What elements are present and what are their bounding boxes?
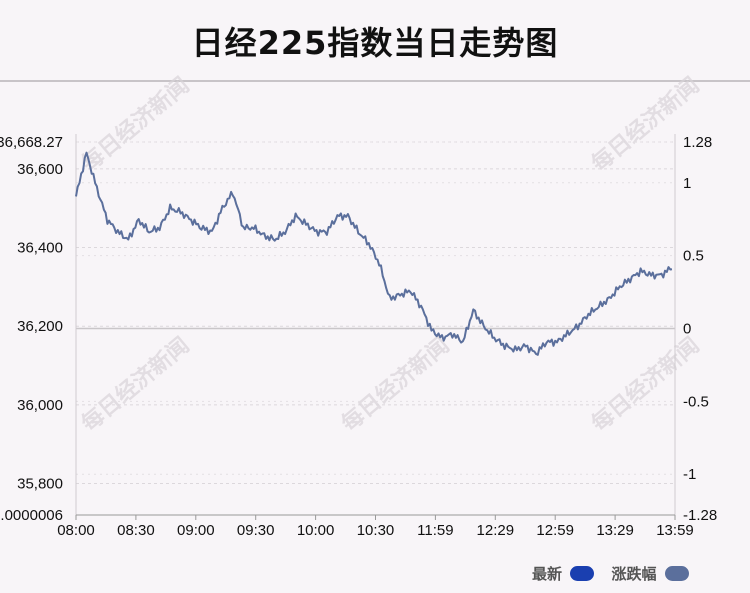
y-left-tick-1: 36,600: [17, 161, 63, 178]
y-left-tick-5: 35,800: [17, 476, 63, 493]
x-tick-2: 09:00: [177, 522, 215, 539]
y-right-tick-0: 1.28: [683, 134, 712, 151]
title-divider: [0, 80, 750, 82]
y-right-tick-1: 1: [683, 175, 691, 192]
grid: [76, 141, 675, 516]
x-tick-8: 12:59: [536, 522, 574, 539]
y-axis-right-ticks: 1.28 1 0.5 0 -0.5 -1 -1.28: [683, 134, 717, 524]
watermark-4: 每日经济新闻: [587, 332, 705, 437]
y-right-tick-2: 0.5: [683, 248, 704, 265]
x-tick-5: 10:30: [357, 522, 395, 539]
axes: [75, 134, 676, 516]
y-left-tick-4: 36,000: [17, 397, 63, 414]
legend: 最新 涨跌幅: [532, 563, 701, 584]
y-left-tick-2: 36,400: [17, 240, 63, 257]
x-tick-0: 08:00: [57, 522, 95, 539]
x-tick-4: 10:00: [297, 522, 335, 539]
y-right-tick-6: -1.28: [683, 507, 717, 524]
watermark-1: 每日经济新闻: [587, 72, 705, 177]
x-tick-7: 12:29: [477, 522, 515, 539]
legend-label-latest: 最新: [532, 565, 563, 583]
legend-swatch-latest: [570, 566, 595, 581]
y-left-tick-6: 35,720.0000006: [0, 507, 63, 524]
y-axis-left-ticks: 36,668.27 36,600 36,400 36,200 36,000 35,800 3…: [0, 134, 63, 524]
watermark-0: 每日经济新闻: [77, 72, 195, 177]
legend-swatch-change: [664, 566, 689, 581]
x-tick-10: 13:59: [656, 522, 694, 539]
legend-item-latest[interactable]: 最新: [532, 563, 595, 584]
x-axis-ticks: 08:00 08:30 09:00 09:30 10:00 10:30 11:59 12:29…: [57, 515, 694, 539]
y-right-tick-4: -0.5: [683, 393, 709, 410]
watermark-2: 每日经济新闻: [77, 332, 195, 437]
chart-title: 日经225指数当日走势图: [191, 24, 559, 62]
x-tick-3: 09:30: [237, 522, 275, 539]
legend-label-change: 涨跌幅: [611, 565, 657, 583]
index-line: [75, 151, 673, 356]
y-right-tick-3: 0: [683, 321, 691, 338]
y-left-tick-0: 36,668.27: [0, 134, 63, 151]
x-tick-1: 08:30: [117, 522, 155, 539]
x-tick-9: 13:29: [596, 522, 634, 539]
y-right-tick-5: -1: [683, 466, 696, 483]
watermark-3: 每日经济新闻: [337, 332, 455, 437]
x-tick-6: 11:59: [417, 522, 453, 539]
y-left-tick-3: 36,200: [17, 318, 63, 335]
legend-item-change[interactable]: 涨跌幅: [611, 563, 689, 584]
